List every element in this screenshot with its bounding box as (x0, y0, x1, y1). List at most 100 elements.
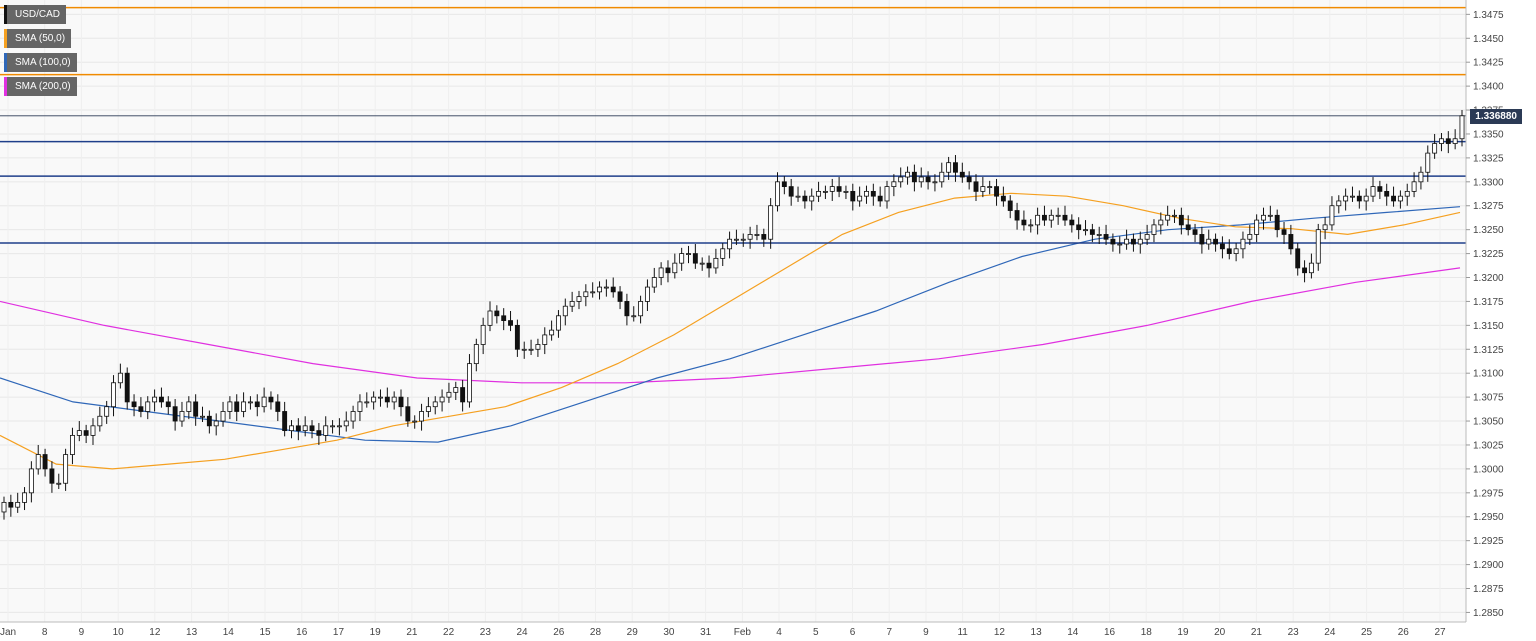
candle-body (1404, 190, 1410, 197)
candle-body (1199, 234, 1205, 245)
x-tick-label: 23 (1288, 627, 1300, 638)
candle-body (1240, 238, 1246, 250)
candle-body (152, 396, 158, 403)
candle-body (467, 363, 472, 403)
candle-body (165, 401, 171, 408)
candle-body (90, 425, 96, 436)
candle-body (816, 190, 822, 197)
candle-body (234, 401, 240, 412)
candle-body (439, 396, 445, 403)
candle-body (1391, 195, 1397, 202)
last-price-tag: 1.336880 (1470, 109, 1522, 124)
y-axis: 1.34751.34501.34251.34001.33751.33501.33… (1465, 0, 1504, 622)
y-tick-label: 1.3200 (1473, 273, 1504, 284)
candle-body (1021, 219, 1027, 226)
y-tick-label: 1.3225 (1473, 249, 1504, 260)
candle-body (336, 425, 342, 428)
y-tick-label: 1.3025 (1473, 440, 1504, 451)
candle-body (1302, 267, 1308, 274)
candle-body (1226, 248, 1232, 254)
candle-body (631, 315, 637, 318)
candle-body (275, 401, 281, 412)
candle-body (412, 420, 418, 423)
y-tick-label: 1.2975 (1473, 488, 1504, 499)
candle-body (179, 411, 185, 422)
x-tick-label: Feb (734, 627, 752, 638)
x-tick-label: 30 (663, 627, 675, 638)
candle-body (973, 181, 979, 192)
candle-body (309, 425, 315, 432)
candle-body (644, 286, 650, 302)
candle-body (795, 195, 801, 198)
candle-body (69, 434, 75, 455)
candle-body (966, 176, 972, 183)
candle-body (542, 334, 548, 345)
candle-body (295, 425, 301, 432)
candle-body (590, 291, 596, 294)
x-tick-label: 11 (957, 627, 968, 638)
candle-body (480, 324, 486, 345)
candle-body (391, 396, 397, 403)
y-tick-label: 1.2875 (1473, 584, 1504, 595)
candle-body (1343, 195, 1349, 202)
candle-body (1206, 238, 1212, 245)
candle-body (699, 262, 705, 265)
candle-body (494, 310, 500, 317)
candle-body (1322, 224, 1328, 231)
x-tick-label: Jan (0, 627, 16, 638)
candle-body (1452, 138, 1458, 144)
candle-body (398, 396, 404, 408)
candle-body (740, 238, 746, 241)
candle-body (378, 396, 383, 399)
candle-body (706, 262, 712, 269)
candle-body (1329, 205, 1335, 226)
x-tick-label: 24 (1324, 627, 1336, 638)
candle-body (843, 190, 849, 193)
legend-item: SMA (50,0) (4, 29, 72, 48)
candle-body (1377, 186, 1383, 192)
y-tick-label: 1.3475 (1473, 10, 1504, 21)
legend-label: USD/CAD (15, 9, 61, 20)
candle-body (76, 430, 82, 436)
candle-body (651, 277, 657, 288)
legend-item: SMA (100,0) (4, 53, 77, 72)
candle-body (535, 344, 541, 350)
x-tick-label: 13 (1031, 627, 1043, 638)
candle-body (638, 301, 644, 317)
y-tick-label: 1.3400 (1473, 82, 1504, 93)
candle-body (1267, 214, 1273, 217)
candle-body (186, 401, 192, 412)
candle-body (8, 501, 14, 508)
candle-body (1076, 224, 1082, 231)
y-tick-label: 1.3100 (1473, 369, 1504, 380)
candle-body (829, 186, 835, 192)
candle-body (145, 401, 151, 412)
candle-body (1137, 238, 1143, 245)
candle-body (836, 186, 842, 192)
x-tick-label: 15 (259, 627, 271, 638)
x-tick-label: 22 (443, 627, 455, 638)
x-tick-label: 26 (1398, 627, 1410, 638)
legend-swatch (4, 29, 7, 48)
y-tick-label: 1.3450 (1473, 34, 1504, 45)
x-tick-label: 8 (42, 627, 48, 638)
candle-body (1130, 238, 1136, 245)
candle-body (501, 315, 507, 321)
candle-body (227, 401, 233, 412)
candle-body (158, 396, 164, 403)
candle-body (371, 396, 377, 403)
candle-body (1110, 238, 1116, 245)
candle-body (884, 186, 890, 202)
y-tick-label: 1.3125 (1473, 345, 1504, 356)
candle-body (425, 406, 431, 412)
x-tick-label: 14 (223, 627, 235, 638)
candle-body (1096, 234, 1102, 236)
legend-label: SMA (200,0) (15, 81, 71, 92)
candle-body (15, 501, 21, 508)
candle-body (247, 401, 253, 404)
x-tick-label: 16 (296, 627, 308, 638)
candle-body (282, 411, 288, 432)
candle-body (1233, 248, 1239, 254)
candle-body (953, 162, 958, 173)
